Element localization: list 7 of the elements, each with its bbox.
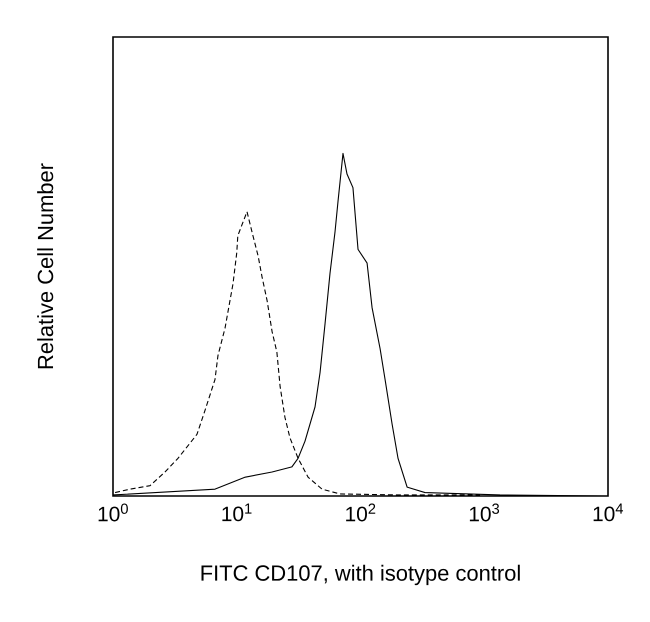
x-tick-label: 10$^{3}$ bbox=[470, 504, 500, 522]
x-tick-label: 10$^{4}$ bbox=[594, 504, 624, 522]
x-tick-label: 10$^{1}$ bbox=[222, 504, 252, 522]
x-axis-title: FITC CD107, with isotype control bbox=[202, 564, 520, 586]
x-tick-label: 10$^{2}$ bbox=[346, 504, 376, 522]
x-tick-label: 10$^{0}$ bbox=[98, 504, 128, 522]
y-axis-title: Relative Cell Number bbox=[37, 163, 54, 368]
